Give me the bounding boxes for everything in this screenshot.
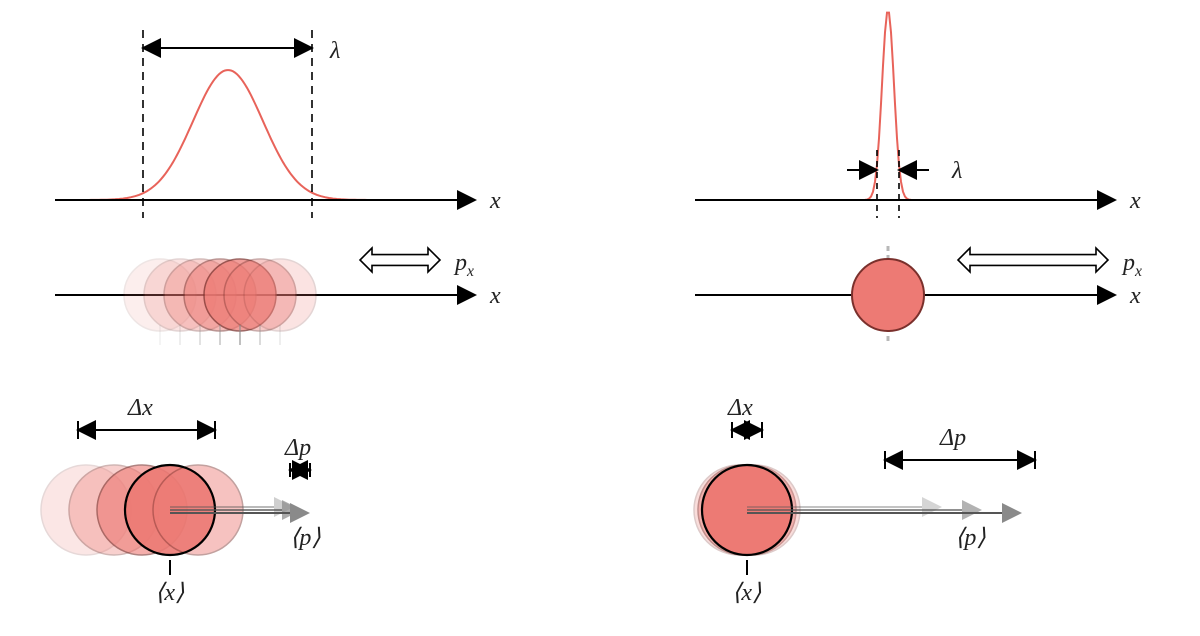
svg-text:x: x: [489, 283, 501, 309]
svg-text:⟨x⟩: ⟨x⟩: [732, 580, 762, 606]
uncertainty-diagram: λxpxxΔxΔp⟨p⟩⟨x⟩ λxpxxΔxΔp⟨p⟩⟨x⟩: [0, 0, 1200, 636]
svg-text:Δx: Δx: [127, 395, 153, 421]
svg-text:Δp: Δp: [939, 425, 966, 451]
right-panel: λ x px x Δx Δp ⟨p⟩ ⟨x⟩: [694, 13, 1142, 606]
svg-text:λ: λ: [951, 158, 962, 184]
svg-text:x: x: [1129, 283, 1141, 309]
svg-text:Δx: Δx: [727, 395, 753, 421]
left-panel: λxpxxΔxΔp⟨p⟩⟨x⟩: [41, 30, 501, 606]
svg-text:x: x: [1129, 188, 1141, 214]
svg-text:px: px: [1121, 250, 1142, 280]
svg-text:⟨x⟩: ⟨x⟩: [155, 580, 185, 606]
svg-text:λ: λ: [329, 38, 340, 64]
svg-text:⟨p⟩: ⟨p⟩: [955, 525, 986, 551]
right-sharp-circle: [852, 259, 924, 331]
left-blur-circle: [244, 259, 316, 331]
svg-text:px: px: [453, 250, 474, 280]
svg-text:x: x: [489, 188, 501, 214]
left-wave-curve: [55, 70, 455, 200]
right-wave-curve: [695, 13, 1095, 200]
svg-text:Δp: Δp: [284, 435, 311, 461]
svg-text:⟨p⟩: ⟨p⟩: [290, 525, 321, 551]
